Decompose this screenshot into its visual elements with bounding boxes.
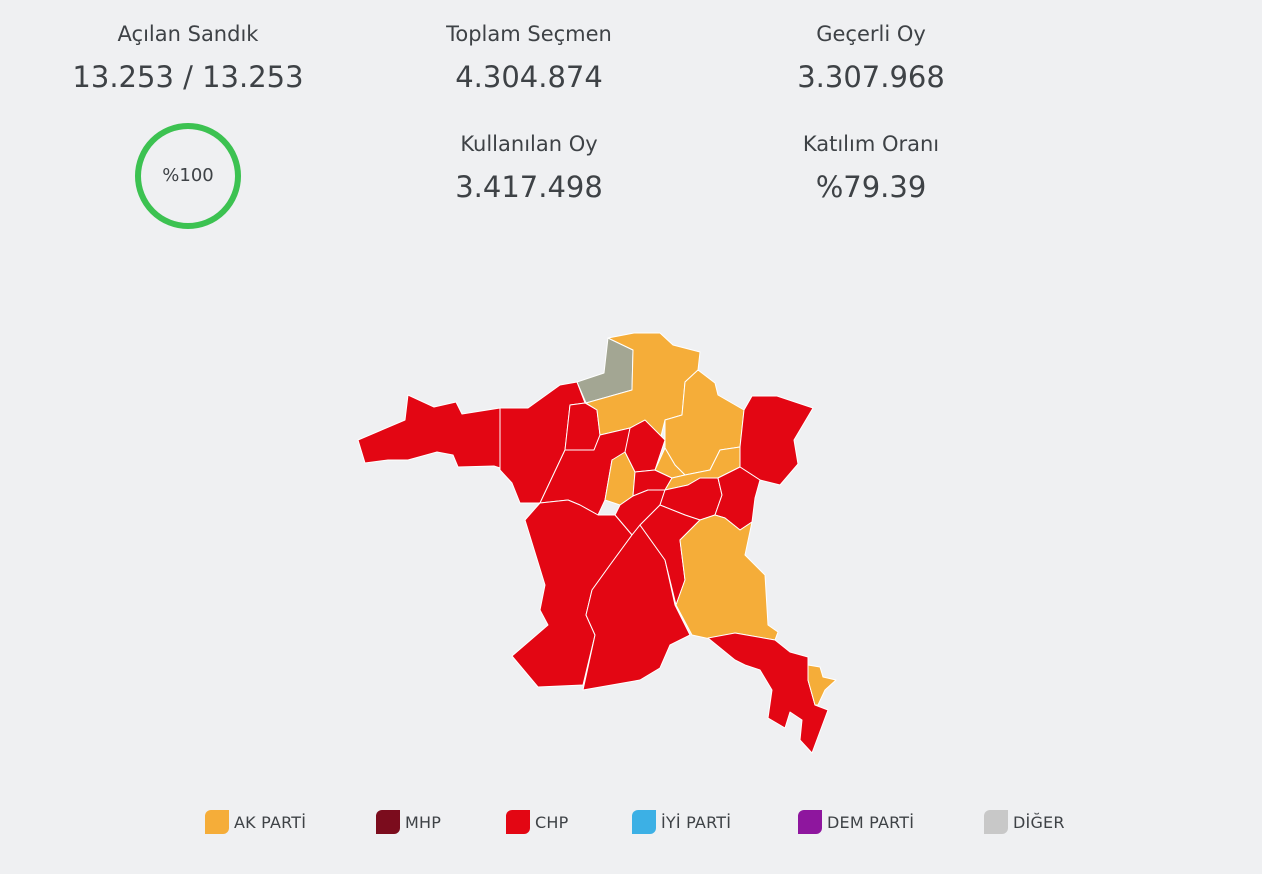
progress-ring-arc	[135, 123, 241, 229]
legend: AK PARTİ MHP CHP İYİ PARTİ DEM PARTİ DİĞ…	[0, 809, 1262, 839]
total-voters-label: Toplam Seçmen	[446, 22, 612, 46]
valid-votes-label: Geçerli Oy	[816, 22, 926, 46]
legend-label-chp: CHP	[535, 812, 569, 832]
district-northeast[interactable]	[739, 395, 814, 486]
legend-label-dem: DEM PARTİ	[827, 812, 915, 832]
legend-label-other: DİĞER	[1013, 812, 1065, 832]
opened-ballot-boxes: Açılan Sandık 13.253 / 13.253	[38, 20, 338, 94]
legend-swatch-iyi	[632, 810, 656, 834]
total-voters-value: 4.304.874	[455, 60, 603, 94]
legend-item-chp[interactable]: CHP	[506, 809, 568, 835]
district-southeast-small[interactable]	[807, 664, 837, 706]
district-southeast-orange[interactable]	[675, 514, 779, 641]
legend-label-ak: AK PARTİ	[234, 812, 307, 832]
legend-swatch-ak	[205, 810, 229, 834]
valid-votes: Geçerli Oy 3.307.968	[721, 20, 1021, 94]
opened-ballot-boxes-value: 13.253 / 13.253	[72, 60, 304, 94]
legend-item-iyi[interactable]: İYİ PARTİ	[632, 809, 731, 835]
legend-swatch-chp	[506, 810, 530, 834]
progress-ring-graphic	[135, 123, 241, 229]
legend-swatch-other	[984, 810, 1008, 834]
legend-item-ak[interactable]: AK PARTİ	[205, 809, 306, 835]
legend-item-mhp[interactable]: MHP	[376, 809, 441, 835]
total-voters: Toplam Seçmen 4.304.874	[379, 20, 679, 94]
legend-swatch-dem	[798, 810, 822, 834]
used-votes-label: Kullanılan Oy	[460, 132, 598, 156]
used-votes: Kullanılan Oy 3.417.498	[379, 130, 679, 204]
legend-swatch-mhp	[376, 810, 400, 834]
progress-ring-text: %100	[162, 165, 214, 186]
legend-item-dem[interactable]: DEM PARTİ	[798, 809, 914, 835]
progress-ring: %100	[134, 122, 242, 230]
turnout-rate: Katılım Oranı %79.39	[721, 130, 1021, 204]
district-southeast[interactable]	[707, 632, 829, 754]
legend-label-iyi: İYİ PARTİ	[661, 812, 732, 832]
valid-votes-value: 3.307.968	[797, 60, 945, 94]
district-northwest-2[interactable]	[564, 402, 601, 451]
district-center-3[interactable]	[654, 447, 686, 479]
legend-label-mhp: MHP	[405, 812, 442, 832]
district-west[interactable]	[357, 394, 501, 469]
turnout-rate-label: Katılım Oranı	[802, 132, 940, 156]
opened-ballot-boxes-label: Açılan Sandık	[117, 22, 259, 46]
turnout-rate-value: %79.39	[815, 170, 927, 204]
legend-item-other[interactable]: DİĞER	[984, 809, 1065, 835]
used-votes-value: 3.417.498	[455, 170, 603, 204]
